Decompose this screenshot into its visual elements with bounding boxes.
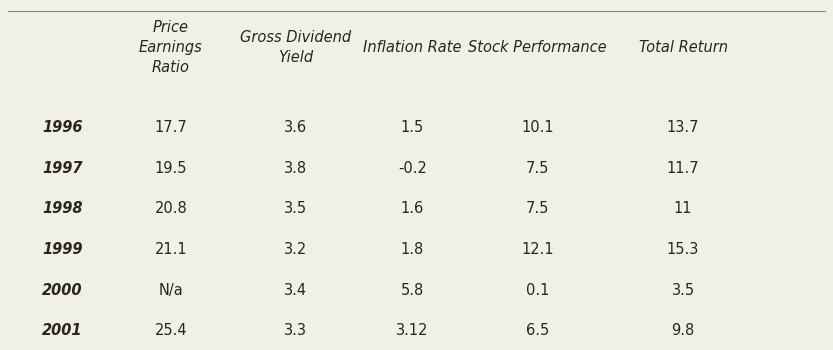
Text: 0.1: 0.1 — [526, 283, 549, 298]
Text: N/a: N/a — [158, 283, 183, 298]
Text: 1999: 1999 — [42, 242, 82, 257]
Text: 3.5: 3.5 — [284, 202, 307, 216]
Text: 9.8: 9.8 — [671, 323, 695, 338]
Text: 1998: 1998 — [42, 202, 82, 216]
Text: 3.2: 3.2 — [284, 242, 307, 257]
Text: 7.5: 7.5 — [526, 202, 549, 216]
Text: 1.8: 1.8 — [401, 242, 424, 257]
Text: 15.3: 15.3 — [667, 242, 699, 257]
Text: 2001: 2001 — [42, 323, 82, 338]
Text: 3.5: 3.5 — [671, 283, 695, 298]
Text: -0.2: -0.2 — [398, 161, 426, 176]
Text: 3.3: 3.3 — [284, 323, 307, 338]
Text: 1996: 1996 — [42, 120, 82, 135]
Text: 3.8: 3.8 — [284, 161, 307, 176]
Text: 1.6: 1.6 — [401, 202, 424, 216]
Text: 3.12: 3.12 — [396, 323, 429, 338]
Text: 5.8: 5.8 — [401, 283, 424, 298]
Text: Price
Earnings
Ratio: Price Earnings Ratio — [139, 20, 202, 75]
Text: 10.1: 10.1 — [521, 120, 554, 135]
Text: 3.4: 3.4 — [284, 283, 307, 298]
Text: 11: 11 — [674, 202, 692, 216]
Text: 20.8: 20.8 — [154, 202, 187, 216]
Text: Stock Performance: Stock Performance — [468, 40, 606, 55]
Text: 12.1: 12.1 — [521, 242, 554, 257]
Text: 11.7: 11.7 — [666, 161, 700, 176]
Text: 1.5: 1.5 — [401, 120, 424, 135]
Text: 3.6: 3.6 — [284, 120, 307, 135]
Text: Gross Dividend
Yield: Gross Dividend Yield — [240, 30, 352, 65]
Text: 13.7: 13.7 — [666, 120, 700, 135]
Text: Total Return: Total Return — [639, 40, 727, 55]
Text: 19.5: 19.5 — [154, 161, 187, 176]
Text: 6.5: 6.5 — [526, 323, 549, 338]
Text: 7.5: 7.5 — [526, 161, 549, 176]
Text: 2000: 2000 — [42, 283, 82, 298]
Text: 25.4: 25.4 — [154, 323, 187, 338]
Text: 1997: 1997 — [42, 161, 82, 176]
Text: Inflation Rate: Inflation Rate — [363, 40, 461, 55]
Text: 17.7: 17.7 — [154, 120, 187, 135]
Text: 21.1: 21.1 — [154, 242, 187, 257]
